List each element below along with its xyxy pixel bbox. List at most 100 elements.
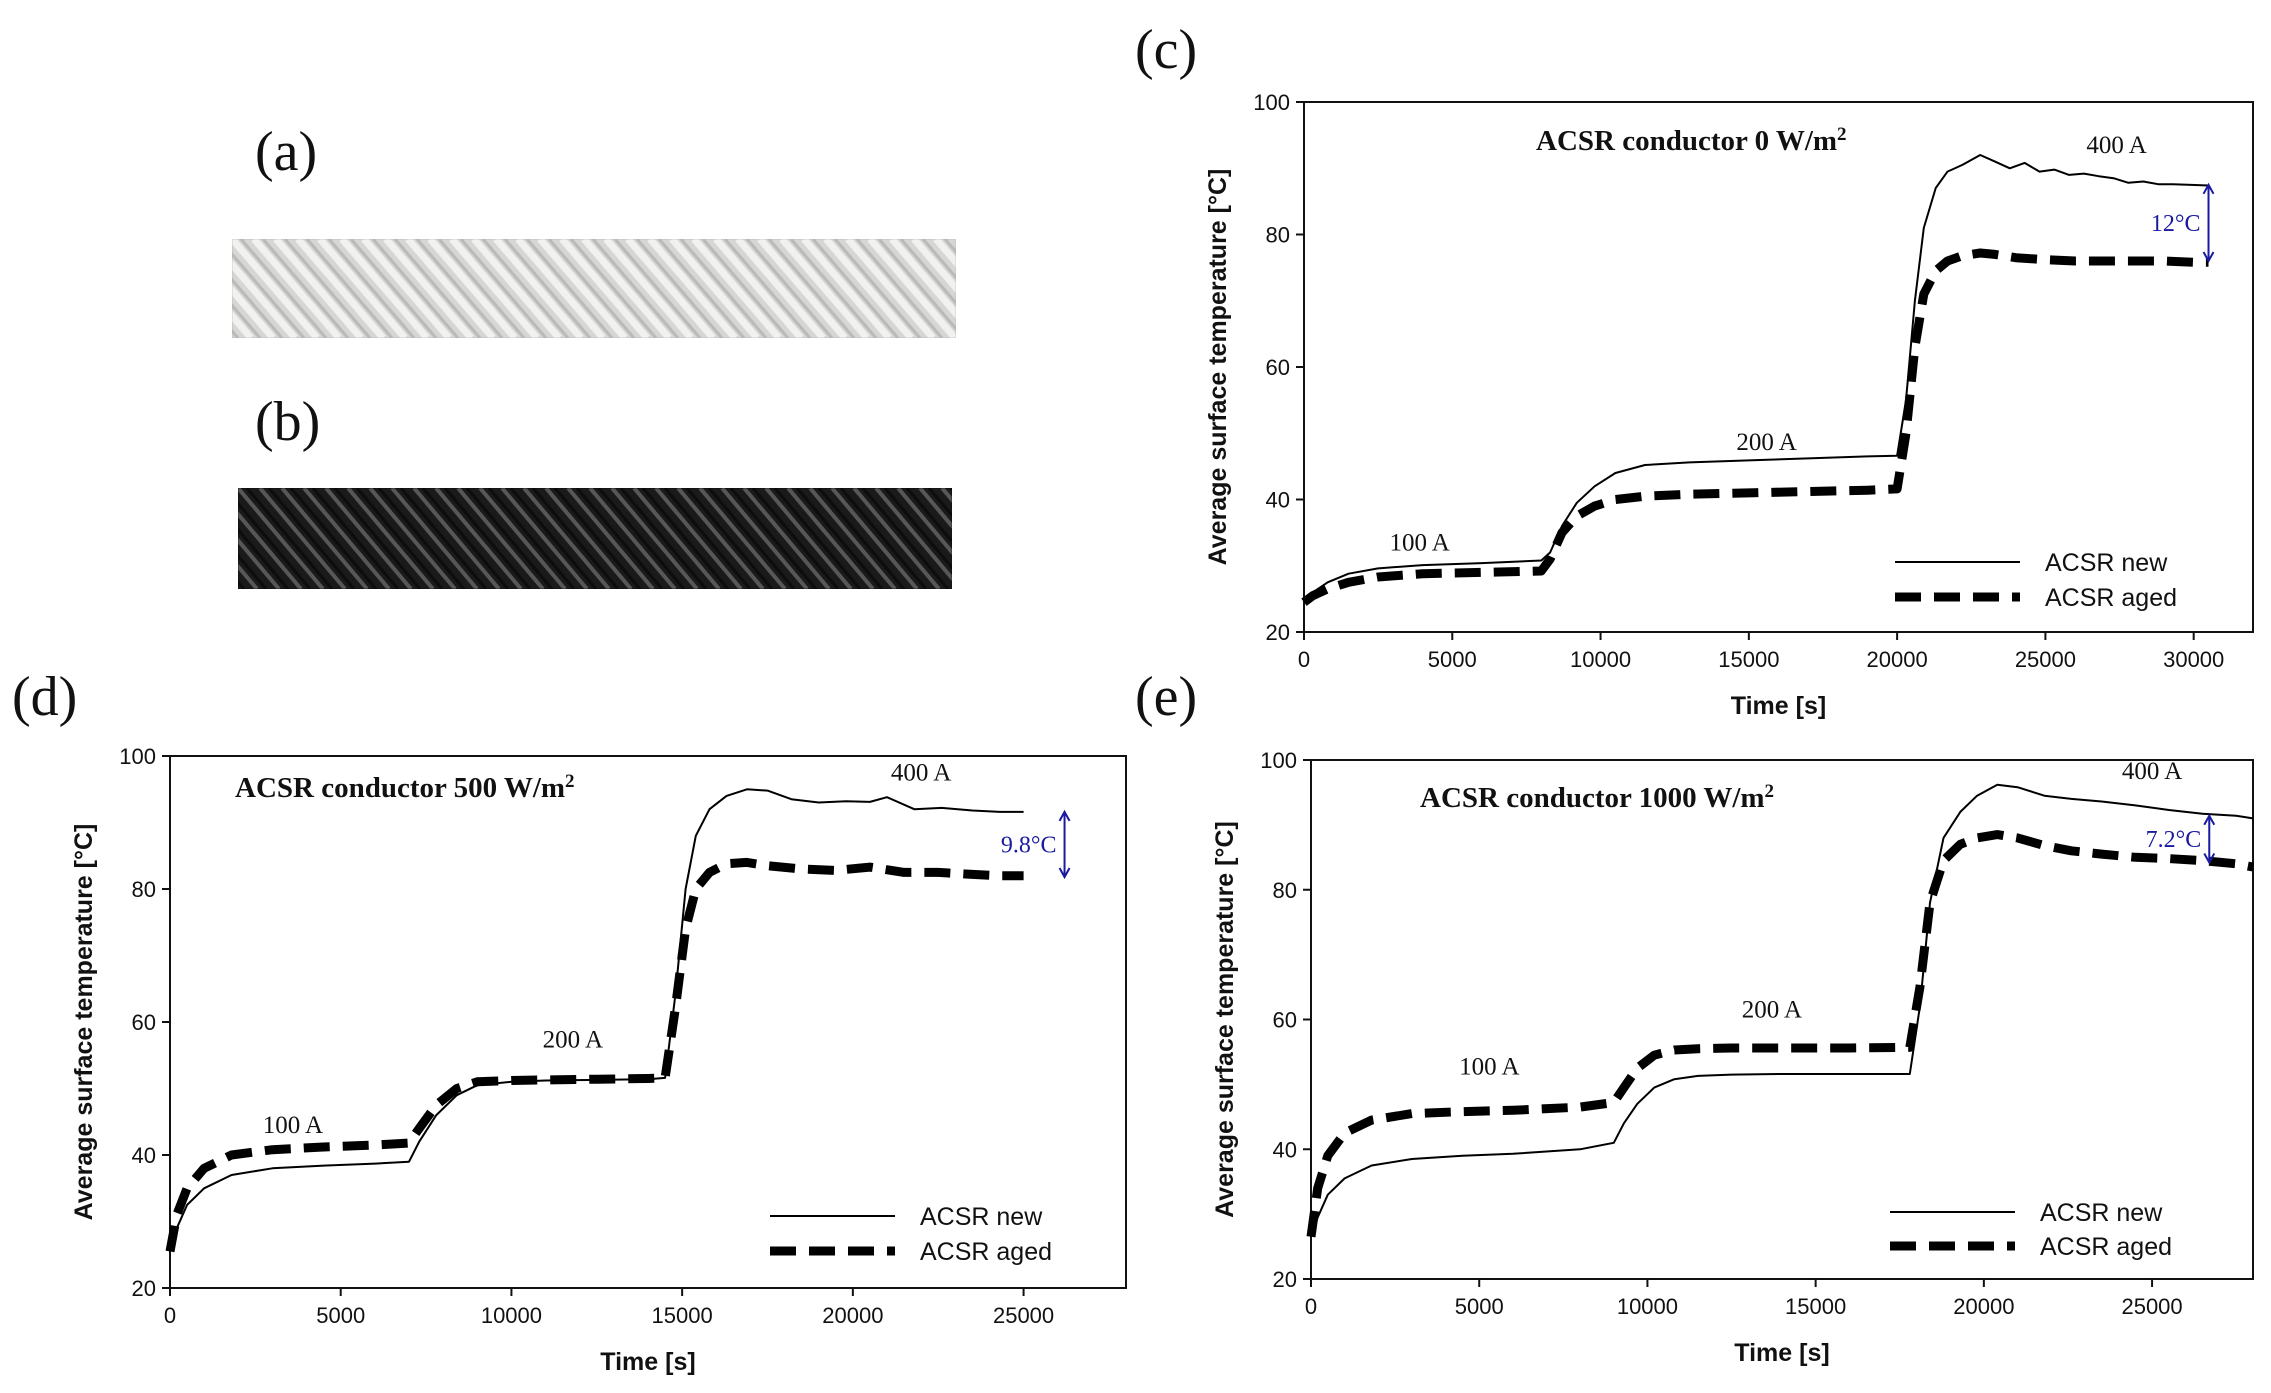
strand-highlight <box>786 488 875 589</box>
panel-d-label: (d) <box>12 666 77 728</box>
strand-shadow <box>1039 488 1124 589</box>
x-tick-label: 15000 <box>1785 1294 1846 1319</box>
y-tick-label: 80 <box>1266 223 1290 248</box>
strand-shadow <box>65 239 150 338</box>
x-tick-label: 20000 <box>1953 1294 2014 1319</box>
x-tick-label: 5000 <box>1455 1294 1504 1319</box>
strand-highlight <box>317 239 408 338</box>
strand-highlight <box>566 488 655 589</box>
strand-shadow <box>767 239 856 338</box>
strand-highlight <box>544 488 633 589</box>
strand-shadow <box>701 239 790 338</box>
strand-highlight <box>522 488 611 589</box>
strand-shadow <box>1099 239 1184 338</box>
y-tick-label: 20 <box>132 1276 156 1301</box>
strand-highlight <box>515 239 606 338</box>
strand-shadow <box>503 239 592 338</box>
strand-highlight <box>78 239 163 338</box>
chart-title: ACSR conductor 1000 W/m2 <box>1420 781 1774 815</box>
strand-highlight <box>1118 488 1203 589</box>
x-tick-label: 15000 <box>652 1303 713 1328</box>
strand-highlight <box>874 488 952 582</box>
photo-b-label: (b) <box>255 391 320 453</box>
chart-title: ACSR conductor 0 W/m2 <box>1536 124 1847 158</box>
strand-shadow <box>619 488 708 589</box>
series-aged-line <box>1306 830 2254 1238</box>
strand-highlight <box>1002 239 1087 338</box>
strand-highlight <box>940 488 952 503</box>
strand-highlight <box>238 537 281 589</box>
strand-highlight <box>588 488 677 589</box>
legend-label-new: ACSR new <box>2040 1199 2163 1227</box>
current-label: 100 A <box>1459 1054 1519 1081</box>
strand-shadow <box>973 488 1058 589</box>
x-tick-label: 25000 <box>2121 1294 2182 1319</box>
series-aged-line <box>165 857 1024 1253</box>
strand-highlight <box>1074 488 1159 589</box>
strand-highlight <box>676 488 765 589</box>
strand-shadow <box>87 239 172 338</box>
strand-shadow <box>839 488 928 589</box>
strand-highlight <box>449 239 540 338</box>
x-tick-label: 30000 <box>2163 647 2224 672</box>
strand-highlight <box>669 239 760 338</box>
strand-shadow <box>371 239 460 338</box>
series-new-line <box>1303 154 2209 603</box>
y-tick-label: 60 <box>132 1010 156 1035</box>
current-label: 400 A <box>891 760 951 787</box>
x-tick-label: 0 <box>164 1303 176 1328</box>
strand-shadow <box>635 239 724 338</box>
strand-highlight <box>368 488 457 589</box>
panel-e-label: (e) <box>1135 666 1197 728</box>
strand-shadow <box>415 239 504 338</box>
strand-highlight <box>100 239 185 338</box>
strand-shadow <box>289 488 378 589</box>
photo-a-label: (a) <box>255 121 317 183</box>
strand-highlight <box>390 488 479 589</box>
y-tick-label: 60 <box>1266 355 1290 380</box>
series-new-line <box>1310 783 2254 1238</box>
x-tick-label: 10000 <box>481 1303 542 1328</box>
y-tick-label: 100 <box>1260 748 1297 773</box>
strand-highlight <box>144 239 229 338</box>
delta-arrow-head-top <box>1058 809 1071 822</box>
strand-shadow <box>131 239 216 338</box>
strand-shadow <box>597 488 686 589</box>
strand-highlight <box>654 488 743 589</box>
chart-d: 0 5000 10000 15000 20000 25000 20 40 60 80 100 Time… <box>70 744 1127 1376</box>
strand-shadow <box>1033 239 1118 338</box>
strand-highlight <box>852 488 941 589</box>
x-tick-label: 15000 <box>1718 647 1779 672</box>
strand-highlight <box>918 488 952 530</box>
strand-highlight <box>232 310 254 338</box>
y-axis-title: Average surface temperature [°C] <box>1204 169 1232 566</box>
delta-label: 9.8°C <box>1001 832 1057 858</box>
strand-shadow <box>899 239 956 306</box>
series-new-line <box>169 788 1024 1252</box>
strand-shadow <box>333 488 422 589</box>
strand-highlight <box>150 488 235 589</box>
strand-shadow <box>575 488 664 589</box>
strand-highlight <box>603 239 694 338</box>
strand-highlight <box>251 239 342 338</box>
strand-highlight <box>84 488 169 589</box>
strand-shadow <box>921 239 956 280</box>
strand-highlight <box>537 239 628 338</box>
legend-label-new: ACSR new <box>920 1203 1043 1231</box>
y-tick-label: 80 <box>132 877 156 902</box>
strand-shadow <box>437 239 526 338</box>
current-label: 400 A <box>2122 758 2182 785</box>
strand-shadow <box>232 251 306 338</box>
strand-highlight <box>720 488 809 589</box>
chart-title: ACSR conductor 500 W/m2 <box>235 771 575 805</box>
x-tick-label: 10000 <box>1617 1294 1678 1319</box>
strand-shadow <box>459 239 548 338</box>
strand-highlight <box>980 239 1065 338</box>
chart-title-main: ACSR conductor 500 W/m <box>235 772 565 804</box>
strand-highlight <box>122 239 207 338</box>
strand-shadow <box>861 488 950 589</box>
x-tick-label: 5000 <box>316 1303 365 1328</box>
strand-shadow <box>795 488 884 589</box>
delta-arrow-head-bottom <box>2202 251 2215 264</box>
strand-shadow <box>569 239 658 338</box>
